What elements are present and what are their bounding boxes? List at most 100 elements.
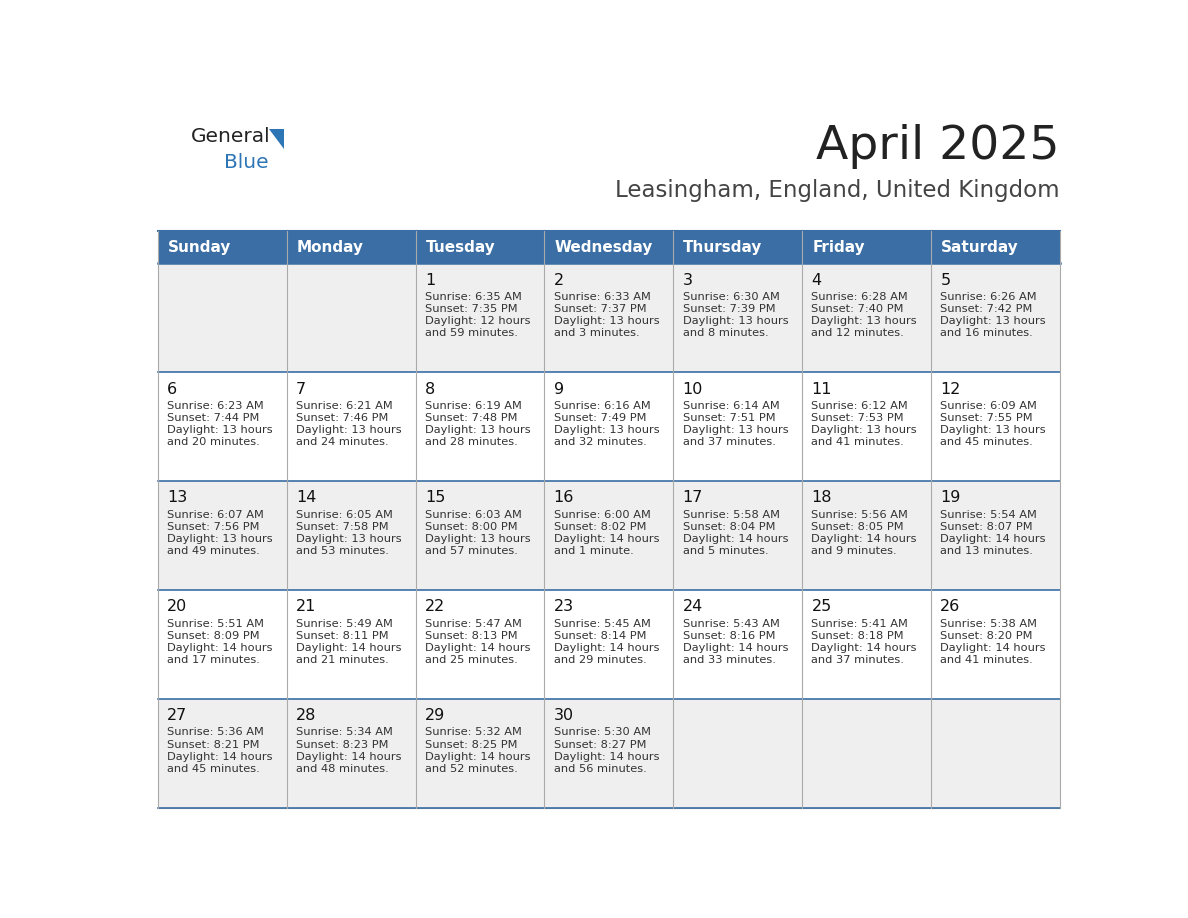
- Text: Daylight: 14 hours: Daylight: 14 hours: [554, 643, 659, 653]
- Text: and 33 minutes.: and 33 minutes.: [683, 655, 776, 665]
- Text: Sunset: 8:07 PM: Sunset: 8:07 PM: [941, 521, 1032, 532]
- Bar: [158, 231, 1060, 263]
- Text: Daylight: 13 hours: Daylight: 13 hours: [811, 425, 917, 435]
- Text: Sunset: 8:04 PM: Sunset: 8:04 PM: [683, 521, 775, 532]
- Text: 25: 25: [811, 599, 832, 614]
- Text: and 3 minutes.: and 3 minutes.: [554, 329, 639, 339]
- Text: 22: 22: [425, 599, 446, 614]
- Text: Sunrise: 6:23 AM: Sunrise: 6:23 AM: [168, 401, 264, 410]
- Text: Sunset: 8:13 PM: Sunset: 8:13 PM: [425, 631, 518, 641]
- Text: and 9 minutes.: and 9 minutes.: [811, 546, 897, 556]
- Text: Sunrise: 5:49 AM: Sunrise: 5:49 AM: [296, 619, 393, 629]
- Text: 29: 29: [425, 708, 446, 723]
- Bar: [158, 263, 1060, 373]
- Text: Daylight: 13 hours: Daylight: 13 hours: [554, 316, 659, 326]
- Text: Sunset: 7:56 PM: Sunset: 7:56 PM: [168, 521, 260, 532]
- Text: Sunrise: 6:03 AM: Sunrise: 6:03 AM: [425, 509, 522, 520]
- Text: Sunrise: 6:12 AM: Sunrise: 6:12 AM: [811, 401, 908, 410]
- Text: Daylight: 14 hours: Daylight: 14 hours: [811, 643, 917, 653]
- Text: Daylight: 14 hours: Daylight: 14 hours: [941, 643, 1045, 653]
- Text: 21: 21: [296, 599, 316, 614]
- Text: Sunset: 8:18 PM: Sunset: 8:18 PM: [811, 631, 904, 641]
- Text: Sunrise: 5:41 AM: Sunrise: 5:41 AM: [811, 619, 909, 629]
- Text: Sunrise: 6:19 AM: Sunrise: 6:19 AM: [425, 401, 522, 410]
- Text: and 57 minutes.: and 57 minutes.: [425, 546, 518, 556]
- Text: 2: 2: [554, 273, 564, 287]
- Text: 18: 18: [811, 490, 832, 506]
- Text: 4: 4: [811, 273, 822, 287]
- Text: and 24 minutes.: and 24 minutes.: [296, 437, 388, 447]
- Text: Daylight: 13 hours: Daylight: 13 hours: [425, 534, 531, 544]
- Text: Daylight: 14 hours: Daylight: 14 hours: [296, 752, 402, 762]
- Text: Daylight: 14 hours: Daylight: 14 hours: [425, 752, 530, 762]
- Text: Sunset: 7:58 PM: Sunset: 7:58 PM: [296, 521, 388, 532]
- Text: Sunrise: 5:47 AM: Sunrise: 5:47 AM: [425, 619, 522, 629]
- Text: and 5 minutes.: and 5 minutes.: [683, 546, 769, 556]
- Text: and 25 minutes.: and 25 minutes.: [425, 655, 518, 665]
- Text: Sunrise: 5:38 AM: Sunrise: 5:38 AM: [941, 619, 1037, 629]
- Text: 19: 19: [941, 490, 961, 506]
- Text: Sunrise: 6:16 AM: Sunrise: 6:16 AM: [554, 401, 651, 410]
- Text: 12: 12: [941, 382, 961, 397]
- Text: Thursday: Thursday: [683, 240, 763, 254]
- Text: Daylight: 13 hours: Daylight: 13 hours: [811, 316, 917, 326]
- Text: Sunset: 7:49 PM: Sunset: 7:49 PM: [554, 413, 646, 423]
- Text: and 12 minutes.: and 12 minutes.: [811, 329, 904, 339]
- Text: 11: 11: [811, 382, 832, 397]
- Text: Sunrise: 5:32 AM: Sunrise: 5:32 AM: [425, 727, 522, 737]
- Text: Sunrise: 5:58 AM: Sunrise: 5:58 AM: [683, 509, 779, 520]
- Text: April 2025: April 2025: [816, 124, 1060, 169]
- Text: Daylight: 13 hours: Daylight: 13 hours: [168, 534, 273, 544]
- Text: Daylight: 14 hours: Daylight: 14 hours: [683, 643, 788, 653]
- Text: Sunset: 8:00 PM: Sunset: 8:00 PM: [425, 521, 518, 532]
- Text: Daylight: 14 hours: Daylight: 14 hours: [168, 752, 272, 762]
- Text: and 41 minutes.: and 41 minutes.: [941, 655, 1034, 665]
- Text: Sunset: 7:51 PM: Sunset: 7:51 PM: [683, 413, 776, 423]
- Text: Sunrise: 6:21 AM: Sunrise: 6:21 AM: [296, 401, 393, 410]
- Bar: [158, 373, 1060, 481]
- Text: Daylight: 13 hours: Daylight: 13 hours: [683, 316, 788, 326]
- Text: Friday: Friday: [813, 240, 865, 254]
- Text: Sunrise: 5:30 AM: Sunrise: 5:30 AM: [554, 727, 651, 737]
- Text: Sunrise: 6:05 AM: Sunrise: 6:05 AM: [296, 509, 393, 520]
- Text: 7: 7: [296, 382, 307, 397]
- Text: Daylight: 13 hours: Daylight: 13 hours: [941, 316, 1045, 326]
- Text: Daylight: 14 hours: Daylight: 14 hours: [811, 534, 917, 544]
- Text: and 59 minutes.: and 59 minutes.: [425, 329, 518, 339]
- Text: Sunday: Sunday: [168, 240, 232, 254]
- Text: 24: 24: [683, 599, 703, 614]
- Text: 23: 23: [554, 599, 574, 614]
- Text: and 37 minutes.: and 37 minutes.: [811, 655, 904, 665]
- Text: Sunset: 7:44 PM: Sunset: 7:44 PM: [168, 413, 259, 423]
- Text: Daylight: 13 hours: Daylight: 13 hours: [168, 425, 273, 435]
- Text: Daylight: 14 hours: Daylight: 14 hours: [554, 752, 659, 762]
- Text: Sunset: 8:02 PM: Sunset: 8:02 PM: [554, 521, 646, 532]
- Text: Sunset: 7:37 PM: Sunset: 7:37 PM: [554, 304, 646, 314]
- Text: 6: 6: [168, 382, 177, 397]
- Text: Sunset: 8:21 PM: Sunset: 8:21 PM: [168, 740, 260, 750]
- Text: Sunset: 7:48 PM: Sunset: 7:48 PM: [425, 413, 517, 423]
- Text: and 37 minutes.: and 37 minutes.: [683, 437, 776, 447]
- Text: Daylight: 14 hours: Daylight: 14 hours: [425, 643, 530, 653]
- Text: Sunrise: 6:00 AM: Sunrise: 6:00 AM: [554, 509, 651, 520]
- Text: and 28 minutes.: and 28 minutes.: [425, 437, 518, 447]
- Text: and 1 minute.: and 1 minute.: [554, 546, 633, 556]
- Text: and 29 minutes.: and 29 minutes.: [554, 655, 646, 665]
- Text: Daylight: 13 hours: Daylight: 13 hours: [425, 425, 531, 435]
- Text: 28: 28: [296, 708, 316, 723]
- Text: and 56 minutes.: and 56 minutes.: [554, 764, 646, 774]
- Text: Leasingham, England, United Kingdom: Leasingham, England, United Kingdom: [615, 179, 1060, 203]
- Text: Daylight: 13 hours: Daylight: 13 hours: [296, 425, 402, 435]
- Text: and 32 minutes.: and 32 minutes.: [554, 437, 646, 447]
- Polygon shape: [270, 129, 284, 149]
- Text: Sunrise: 5:54 AM: Sunrise: 5:54 AM: [941, 509, 1037, 520]
- Text: and 13 minutes.: and 13 minutes.: [941, 546, 1034, 556]
- Text: and 45 minutes.: and 45 minutes.: [168, 764, 260, 774]
- Text: Saturday: Saturday: [941, 240, 1019, 254]
- Text: Daylight: 14 hours: Daylight: 14 hours: [168, 643, 272, 653]
- Text: Sunset: 7:39 PM: Sunset: 7:39 PM: [683, 304, 776, 314]
- Text: Sunset: 8:27 PM: Sunset: 8:27 PM: [554, 740, 646, 750]
- Text: Sunrise: 6:26 AM: Sunrise: 6:26 AM: [941, 292, 1037, 302]
- Text: and 8 minutes.: and 8 minutes.: [683, 329, 769, 339]
- Text: and 48 minutes.: and 48 minutes.: [296, 764, 388, 774]
